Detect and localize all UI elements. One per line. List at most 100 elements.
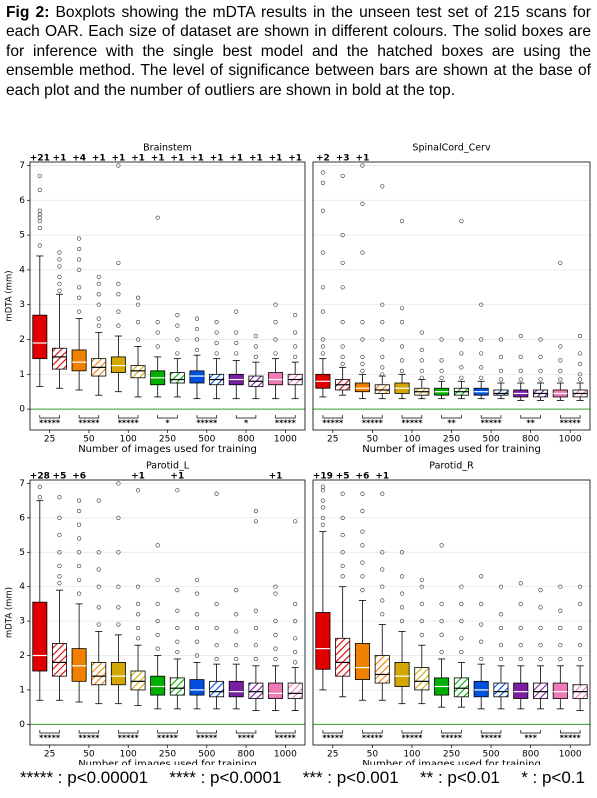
outlier <box>360 201 365 206</box>
box <box>287 682 303 699</box>
outlier <box>155 344 160 349</box>
y-axis-label: mDTA (mm) <box>5 587 15 638</box>
x-tick-label: 800 <box>237 750 254 760</box>
outlier <box>77 550 82 555</box>
outlier <box>214 625 219 631</box>
y-tick-label: 5 <box>19 231 25 241</box>
outlier <box>57 264 62 269</box>
x-tick-label: 25 <box>327 750 338 760</box>
x-tick-label: 25 <box>44 750 55 760</box>
outlier <box>340 320 345 325</box>
outlier <box>214 320 219 325</box>
outlier-count: +1 <box>170 154 184 164</box>
outlier <box>96 622 101 627</box>
x-tick-label: 50 <box>83 435 95 445</box>
significance: ***** <box>560 734 582 743</box>
outlier-count: +1 <box>131 154 145 164</box>
box <box>354 382 370 393</box>
x-tick-label: 50 <box>367 435 379 445</box>
outlier <box>37 215 42 220</box>
outlier-count: +1 <box>111 154 125 164</box>
outlier <box>538 377 543 382</box>
outlier <box>498 625 504 631</box>
outlier <box>419 358 424 363</box>
box <box>552 682 568 699</box>
outlier <box>194 337 200 342</box>
outlier <box>479 639 484 644</box>
outlier <box>194 639 200 644</box>
outlier <box>399 368 405 373</box>
sig-bracket <box>275 415 296 419</box>
outlier <box>578 351 583 356</box>
outlier <box>273 337 278 342</box>
outlier <box>439 368 444 373</box>
sig-bracket <box>78 415 100 419</box>
outlier-count: +1 <box>151 154 165 164</box>
outlier <box>558 358 563 363</box>
y-tick-label: 3 <box>19 617 25 627</box>
outlier <box>57 574 62 579</box>
outlier <box>234 340 239 346</box>
outlier-count: +5 <box>336 472 350 482</box>
outlier <box>155 619 160 624</box>
outlier <box>273 656 278 662</box>
outlier <box>77 257 82 262</box>
outlier <box>320 515 325 520</box>
outlier <box>340 361 345 366</box>
outlier <box>399 320 405 325</box>
outlier-count: +1 <box>249 154 263 164</box>
outlier <box>37 226 42 231</box>
outlier <box>558 656 563 662</box>
outlier <box>360 320 365 325</box>
box <box>374 384 390 394</box>
outlier <box>399 550 405 555</box>
y-tick-label: 5 <box>19 548 25 558</box>
box <box>71 349 87 372</box>
caption: Fig 2: Boxplots showing the mDTA results… <box>6 3 591 100</box>
outlier <box>96 605 101 610</box>
outlier <box>320 522 325 527</box>
outlier <box>340 532 345 538</box>
legend-entry: *** : p<0.001 <box>302 768 399 787</box>
significance: ***** <box>157 734 179 743</box>
outlier <box>399 619 405 624</box>
outlier <box>518 643 523 648</box>
significance: ***** <box>196 734 218 743</box>
outlier <box>498 643 504 648</box>
legend-entry: ***** : p<0.00001 <box>20 768 149 787</box>
significance: ***** <box>196 419 218 428</box>
outlier <box>135 584 141 589</box>
outlier <box>77 295 82 300</box>
outlier <box>380 320 385 325</box>
outlier-count: +1 <box>92 154 106 164</box>
outlier <box>135 636 141 641</box>
outlier <box>194 316 200 321</box>
outlier-count: +4 <box>72 154 86 164</box>
outlier <box>380 567 385 572</box>
outlier <box>57 532 62 538</box>
sig-bracket <box>118 730 139 734</box>
x-axis-label: Number of images used for training <box>78 759 257 765</box>
outlier <box>77 309 82 314</box>
outlier-count: +1 <box>170 472 184 482</box>
outlier <box>399 219 405 224</box>
outlier <box>538 656 543 662</box>
outlier <box>380 337 385 342</box>
outlier <box>558 260 563 266</box>
sig-bracket <box>39 415 60 419</box>
outlier <box>194 612 200 617</box>
outlier <box>340 491 345 496</box>
box <box>130 365 146 379</box>
significance: ** <box>526 419 535 428</box>
outlier <box>175 625 180 631</box>
x-tick-label: 100 <box>403 435 420 445</box>
outlier <box>518 625 523 631</box>
outlier <box>273 646 278 651</box>
outlier <box>194 591 200 596</box>
legend-entry: * : p<0.1 <box>521 768 585 787</box>
box <box>110 662 126 686</box>
outlier <box>419 577 424 582</box>
outlier <box>194 577 200 582</box>
outlier <box>459 636 464 641</box>
